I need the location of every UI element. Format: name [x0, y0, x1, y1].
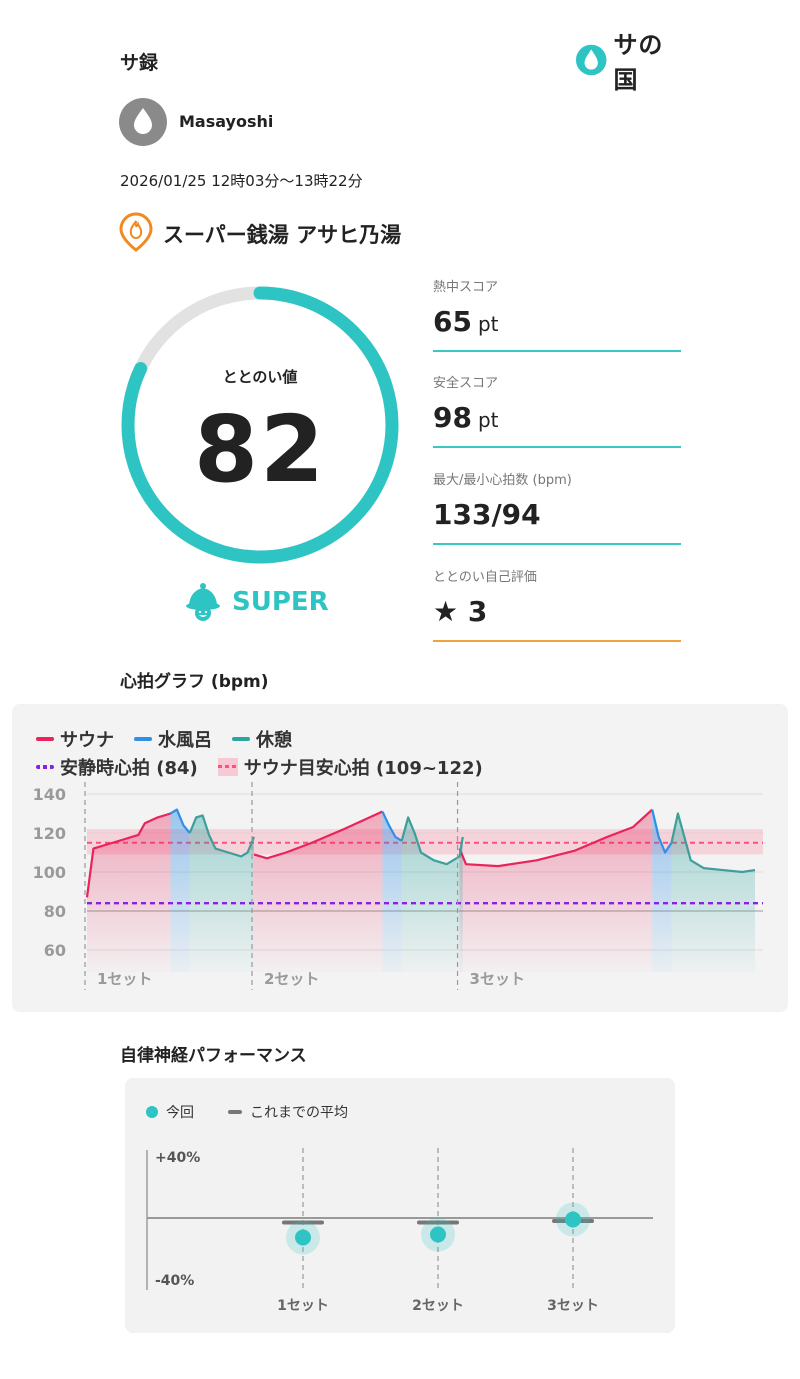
hr-y-tick: 120 — [33, 824, 66, 843]
ans-chart: 1セット 2セット 3セット — [146, 1148, 653, 1314]
set-label: 2セット — [264, 970, 319, 988]
stat-value: 65 — [433, 305, 472, 338]
stat-value: 133/94 — [433, 498, 541, 531]
hr-area-segment — [382, 811, 402, 972]
average-dash-icon — [228, 1110, 242, 1114]
legend-target: サウナ目安心拍 (109~122) — [243, 758, 483, 779]
ans-legend: 今回 これまでの平均 — [146, 1102, 348, 1122]
hr-area-segment — [459, 809, 653, 972]
ans-set-label: 2セット — [412, 1298, 464, 1314]
ans-y-top: +40% — [155, 1150, 201, 1166]
hr-legend: サウナ 水風呂 休憩 安静時心拍 (84) サウナ目安心拍 (109~122) — [36, 726, 483, 780]
hr-line-segment — [188, 814, 256, 858]
totonoi-gauge-progress — [121, 286, 399, 564]
hr-area-segment — [189, 815, 254, 972]
session-datetime: 2026/01/25 12時03分〜13時22分 — [120, 172, 363, 190]
ans-set-label: 1セット — [277, 1298, 329, 1314]
ans-set-label: 3セット — [547, 1298, 599, 1314]
hr-line-segment — [670, 812, 756, 874]
totonoi-value: 82 — [193, 396, 327, 503]
legend-rest: 休憩 — [256, 730, 292, 751]
hr-line-segment — [85, 812, 171, 898]
hr-line-segment — [253, 810, 383, 860]
stat-self-rating: ととのい自己評価 ★ 3 — [433, 566, 681, 642]
avatar[interactable] — [119, 98, 167, 146]
stat-label: 安全スコア — [433, 376, 499, 391]
hr-line-segment — [381, 811, 403, 842]
ans-chart-title: 自律神経パフォーマンス — [120, 1046, 307, 1066]
stat-value: ★ 3 — [433, 595, 488, 628]
hr-line-segment — [169, 808, 191, 834]
legend-average: これまでの平均 — [250, 1105, 348, 1121]
facility-name[interactable]: スーパー銭湯 アサヒ乃湯 — [163, 223, 402, 247]
hr-area-segment — [170, 809, 190, 972]
hr-y-tick: 60 — [44, 941, 66, 960]
stat-unit: pt — [477, 408, 499, 432]
stat-divider — [433, 350, 681, 352]
stat-label: 熱中スコア — [433, 280, 499, 295]
ans-current-point — [430, 1226, 446, 1243]
totonoi-gauge — [121, 286, 399, 564]
hr-area-segment — [254, 811, 383, 972]
app-title: サ録 — [120, 52, 159, 74]
hr-area-segment — [87, 813, 171, 972]
hr-area-segment — [671, 813, 755, 972]
drop-logo-icon — [575, 44, 607, 76]
hr-line-segment — [651, 809, 673, 854]
drop-avatar-icon — [134, 108, 152, 134]
water-swatch — [134, 737, 152, 741]
set-label: 3セット — [470, 970, 525, 988]
user-name[interactable]: Masayoshi — [179, 112, 274, 131]
set-label: 1セット — [97, 970, 152, 988]
legend-resting: 安静時心拍 (84) — [60, 758, 198, 779]
stat-divider — [433, 640, 681, 642]
rank-label: SUPER — [232, 587, 329, 617]
hr-chart: 140 120 100 80 60 1セット 2セット 3セット — [33, 782, 763, 990]
ans-current-point — [295, 1229, 311, 1246]
stat-heat-score: 熱中スコア 65 pt — [433, 276, 681, 352]
stat-divider — [433, 446, 681, 448]
stat-heart-rate: 最大/最小心拍数 (bpm) 133/94 — [433, 469, 681, 545]
current-dot-icon — [146, 1106, 158, 1118]
stat-value: 98 — [433, 401, 472, 434]
target-swatch — [217, 758, 238, 776]
stat-label: 最大/最小心拍数 (bpm) — [433, 473, 572, 488]
hr-y-tick: 100 — [33, 863, 66, 882]
hr-chart-title: 心拍グラフ (bpm) — [120, 672, 269, 692]
sauna-hat-icon — [186, 583, 220, 621]
logo-text: サの国 — [613, 31, 664, 94]
hr-area-segment — [401, 817, 463, 972]
brand-logo: サの国 — [575, 31, 685, 94]
totonoi-label: ととのい値 — [222, 368, 298, 386]
hr-y-tick: 140 — [33, 785, 66, 804]
ans-chart-card — [125, 1078, 675, 1333]
ans-current-point — [565, 1211, 581, 1228]
rank-badge: SUPER — [184, 582, 329, 622]
legend-water: 水風呂 — [158, 730, 212, 751]
facility-pin-icon — [119, 212, 153, 252]
hr-line-segment — [458, 808, 653, 868]
stat-safety-score: 安全スコア 98 pt — [433, 372, 681, 448]
stat-divider — [433, 543, 681, 545]
resting-swatch — [36, 765, 54, 769]
ans-y-bottom: -40% — [155, 1273, 195, 1289]
stat-unit: pt — [477, 312, 499, 336]
stat-label: ととのい自己評価 — [433, 570, 537, 585]
sauna-swatch — [36, 737, 54, 741]
legend-current: 今回 — [166, 1105, 194, 1121]
rest-swatch — [232, 737, 250, 741]
hr-y-tick: 80 — [44, 902, 66, 921]
legend-sauna: サウナ — [60, 730, 114, 751]
